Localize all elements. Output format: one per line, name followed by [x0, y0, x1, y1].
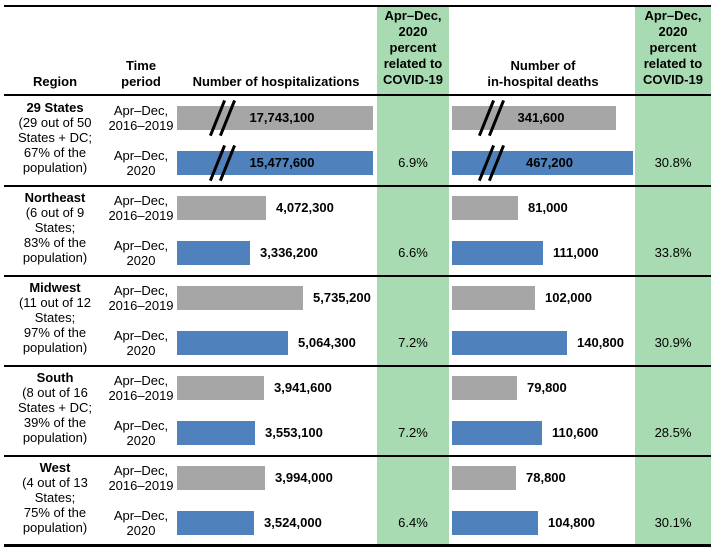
bar-value-label: 110,600: [552, 425, 599, 440]
region-name: Northeast: [24, 190, 86, 205]
region-section: West (4 out of 13 States; 75% of the popu…: [0, 456, 713, 546]
bar-value-label: 78,800: [526, 470, 566, 485]
region-label: Midwest (11 out of 12 States; 97% of the …: [4, 280, 106, 355]
bar-hosp-2020: [177, 241, 250, 265]
bar-hosp-2020: [177, 421, 255, 445]
header-region: Region: [32, 74, 78, 89]
region-name: West: [39, 460, 71, 475]
header-covid-pct-hospitalizations: Apr–Dec, 2020 percent related to COVID-1…: [383, 8, 443, 87]
bar-value-label: 15,477,600: [249, 155, 315, 170]
bar-deaths-2016-2019: [452, 196, 518, 220]
time-period-label: Apr–Dec, 2016–2019: [108, 193, 174, 223]
bar-deaths-2020: [452, 331, 567, 355]
region-subtitle: (6 out of 9 States; 83% of the populatio…: [22, 205, 88, 265]
bar-value-label: 4,072,300: [276, 200, 334, 215]
time-period-label: Apr–Dec, 2020: [113, 418, 169, 448]
bar-deaths-2016-2019: [452, 376, 517, 400]
bar-value-label: 5,735,200: [313, 290, 371, 305]
covid-pct-value: 6.4%: [398, 515, 428, 530]
bar-value-label: 81,000: [528, 200, 568, 215]
region-label: West (4 out of 13 States; 75% of the popu…: [4, 460, 106, 535]
header-time-period: Time period: [121, 58, 161, 89]
time-period-label: Apr–Dec, 2020: [113, 508, 169, 538]
divider-line-below-header: [4, 94, 711, 96]
bar-value-label: 17,743,100: [249, 110, 315, 125]
bar-deaths-2020: [452, 511, 538, 535]
header-number-of-in-hospital-deaths: Number of in-hospital deaths: [487, 58, 599, 89]
bar-hosp-2020: [177, 511, 254, 535]
region-name: 29 States: [26, 100, 84, 115]
region-subtitle: (8 out of 16 States + DC; 39% of the pop…: [17, 385, 93, 445]
region-name: Midwest: [29, 280, 81, 295]
bar-hosp-2016-2019: [177, 376, 264, 400]
bar-value-label: 111,000: [553, 245, 599, 260]
bar-hosp-2020: [177, 331, 288, 355]
region-subtitle: (11 out of 12 States; 97% of the populat…: [18, 295, 92, 355]
region-name: South: [36, 370, 74, 385]
bar-deaths-2016-2019: [452, 466, 516, 490]
bar-value-label: 140,800: [577, 335, 624, 350]
divider-line-bottom: [4, 544, 711, 547]
covid-pct-value: 6.6%: [398, 245, 428, 260]
bar-value-label: 102,000: [545, 290, 592, 305]
time-period-label: Apr–Dec, 2016–2019: [108, 373, 174, 403]
bar-value-label: 3,524,000: [264, 515, 322, 530]
bar-value-label: 5,064,300: [298, 335, 356, 350]
region-label: 29 States (29 out of 50 States + DC; 67% …: [4, 100, 106, 175]
time-period-label: Apr–Dec, 2016–2019: [108, 283, 174, 313]
time-period-label: Apr–Dec, 2016–2019: [108, 463, 174, 493]
covid-pct-value: 30.8%: [654, 155, 692, 170]
header-number-of-hospitalizations: Number of hospitalizations: [192, 74, 360, 89]
bar-value-label: 3,941,600: [274, 380, 332, 395]
region-section: Midwest (11 out of 12 States; 97% of the …: [0, 276, 713, 366]
bar-value-label: 341,600: [517, 110, 565, 125]
covid-pct-value: 7.2%: [398, 335, 428, 350]
time-period-label: Apr–Dec, 2020: [113, 148, 169, 178]
bar-value-label: 3,994,000: [275, 470, 333, 485]
divider-line-1: [4, 185, 711, 187]
bar-deaths-2020: [452, 421, 542, 445]
covid-pct-value: 30.1%: [654, 515, 692, 530]
region-label: South (8 out of 16 States + DC; 39% of th…: [4, 370, 106, 445]
bar-hosp-2016-2019: [177, 196, 266, 220]
bar-value-label: 3,336,200: [260, 245, 318, 260]
time-period-label: Apr–Dec, 2020: [113, 328, 169, 358]
header-covid-pct-deaths: Apr–Dec, 2020 percent related to COVID-1…: [643, 8, 703, 87]
divider-line-3: [4, 365, 711, 367]
divider-line-top: [4, 5, 711, 7]
region-subtitle: (4 out of 13 States; 75% of the populati…: [22, 475, 88, 535]
bar-deaths-2016-2019: [452, 286, 535, 310]
bar-value-label: 467,200: [526, 155, 573, 170]
region-section: Northeast (6 out of 9 States; 83% of the …: [0, 186, 713, 276]
bar-hosp-2016-2019: [177, 286, 303, 310]
time-period-label: Apr–Dec, 2020: [113, 238, 169, 268]
bar-deaths-2020: [452, 241, 543, 265]
covid-pct-value: 30.9%: [654, 335, 692, 350]
bar-value-label: 104,800: [548, 515, 595, 530]
covid-pct-value: 33.8%: [654, 245, 692, 260]
bar-value-label: 3,553,100: [265, 425, 323, 440]
covid-pct-value: 6.9%: [398, 155, 428, 170]
bar-hosp-2016-2019: [177, 106, 373, 130]
region-section: 29 States (29 out of 50 States + DC; 67% …: [0, 96, 713, 186]
divider-line-4: [4, 455, 711, 457]
bar-value-label: 79,800: [527, 380, 567, 395]
bar-hosp-2020: [177, 151, 373, 175]
bar-hosp-2016-2019: [177, 466, 265, 490]
region-subtitle: (29 out of 50 States + DC; 67% of the po…: [17, 115, 93, 175]
divider-line-2: [4, 275, 711, 277]
time-period-label: Apr–Dec, 2016–2019: [108, 103, 174, 133]
covid-pct-value: 28.5%: [654, 425, 692, 440]
covid-pct-value: 7.2%: [398, 425, 428, 440]
region-section: South (8 out of 16 States + DC; 39% of th…: [0, 366, 713, 456]
bar-deaths-2016-2019: [452, 106, 616, 130]
region-label: Northeast (6 out of 9 States; 83% of the …: [4, 190, 106, 265]
